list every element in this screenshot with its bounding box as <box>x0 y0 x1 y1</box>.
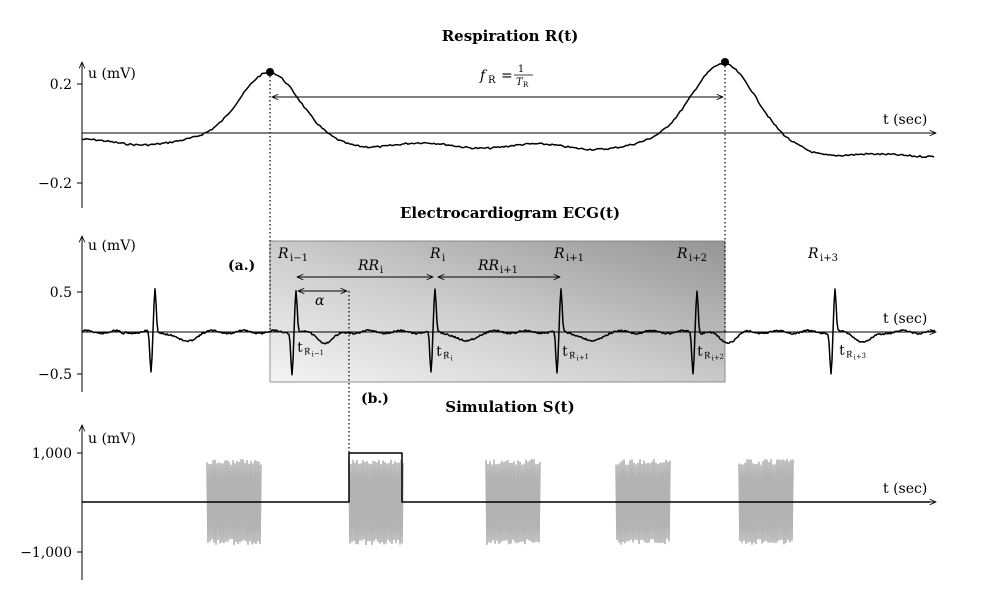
t-sub: R <box>441 350 450 362</box>
respiration-ytick-label-top: 0.2 <box>50 77 72 93</box>
rr-sub-i: i <box>380 265 383 276</box>
t-subsub: i−1 <box>311 349 325 359</box>
simulation-pulse-trace <box>82 452 930 503</box>
t-main: t <box>435 343 444 360</box>
rr-label-i: RR <box>357 258 380 274</box>
t-subsub: i+3 <box>853 351 867 361</box>
r-label-i: R <box>429 246 441 262</box>
respiration-trace <box>81 62 935 159</box>
r-label-i-plus-1: R <box>553 246 565 262</box>
r-sub-i: i <box>442 253 445 264</box>
ecg-title: Electrocardiogram ECG(t) <box>400 204 620 222</box>
rr-label-i-plus-1: RR <box>477 258 500 274</box>
t-r-labels: t R i−1 t R i t R i+1 t R i+2 t R <box>296 339 867 363</box>
freq-numerator: 1 <box>518 64 524 75</box>
simulation-title: Simulation S(t) <box>445 398 574 416</box>
r-sub-i-plus-2: i+2 <box>689 253 707 264</box>
t-sub: R <box>844 349 853 361</box>
t-sub: R <box>702 350 711 362</box>
simulation-x-label: t (sec) <box>883 481 927 497</box>
t-main: t <box>696 343 705 360</box>
t-subsub: i+1 <box>576 353 590 363</box>
simulation-y-label: u (mV) <box>88 431 136 447</box>
freq-equals: = <box>501 68 513 84</box>
r-peak-labels: R i−1 R i R i+1 R i+2 R i+3 <box>277 246 838 264</box>
respiration-panel: Respiration R(t) 0.2 −0.2 u (mV) t (sec)… <box>38 27 936 208</box>
ecg-x-label: t (sec) <box>883 311 927 327</box>
ecg-y-label: u (mV) <box>88 238 136 254</box>
freq-denominator-subscript: R <box>523 81 529 89</box>
freq-subscript: R <box>488 75 496 86</box>
stimulation-burst-5 <box>738 458 794 545</box>
t-r-label-i-plus-1: t R i+1 <box>561 343 590 363</box>
ecg-shaded-window <box>269 240 726 383</box>
simulation-marker-b: (b.) <box>361 391 389 407</box>
respiration-ytick-label-bottom: −0.2 <box>38 176 72 192</box>
t-main: t <box>296 339 305 356</box>
simulation-panel: (b.) Simulation S(t) 1,000 −1,000 u (mV)… <box>20 391 936 580</box>
respiration-x-label: t (sec) <box>883 112 927 128</box>
ecg-ytick-label-top: 0.5 <box>50 285 72 301</box>
stimulation-burst-1 <box>206 459 262 545</box>
stimulation-bursts <box>206 458 794 546</box>
t-main: t <box>838 342 847 359</box>
ecg-marker-a: (a.) <box>228 258 255 274</box>
r-sub-i-minus-1: i−1 <box>290 253 308 264</box>
t-r-label-i-minus-1: t R i−1 <box>296 339 325 359</box>
stimulation-burst-4 <box>615 459 671 545</box>
t-r-label-i: t R i <box>435 343 454 362</box>
r-label-i-minus-1: R <box>277 246 289 262</box>
ecg-trace <box>81 288 936 376</box>
t-r-label-i-plus-3: t R i+3 <box>838 342 867 361</box>
t-subsub: i <box>450 354 454 362</box>
ecg-ytick-label-bottom: −0.5 <box>38 367 72 383</box>
freq-symbol: f <box>479 68 488 84</box>
respiration-y-label: u (mV) <box>88 66 136 82</box>
alpha-label: α <box>315 293 325 309</box>
t-subsub: i+2 <box>711 352 725 362</box>
simulation-ytick-label-top: 1,000 <box>32 446 72 462</box>
stimulation-burst-2 <box>348 459 404 546</box>
rr-sub-i-plus-1: i+1 <box>500 265 518 276</box>
t-sub: R <box>302 346 311 358</box>
t-main: t <box>561 343 570 360</box>
ecg-panel: Electrocardiogram ECG(t) 0.5 −0.5 u (mV)… <box>38 204 936 392</box>
r-sub-i-plus-1: i+1 <box>566 253 584 264</box>
r-sub-i-plus-3: i+3 <box>820 253 838 264</box>
respiration-title: Respiration R(t) <box>442 27 579 45</box>
t-sub: R <box>567 350 576 362</box>
freq-denominator: T <box>516 77 524 88</box>
r-label-i-plus-3: R <box>807 246 819 262</box>
stimulation-burst-3 <box>485 458 541 545</box>
simulation-ytick-label-bottom: −1,000 <box>20 545 72 561</box>
r-label-i-plus-2: R <box>676 246 688 262</box>
respiration-frequency-formula: f R = 1 T R <box>479 64 533 89</box>
t-r-label-i-plus-2: t R i+2 <box>696 343 725 362</box>
